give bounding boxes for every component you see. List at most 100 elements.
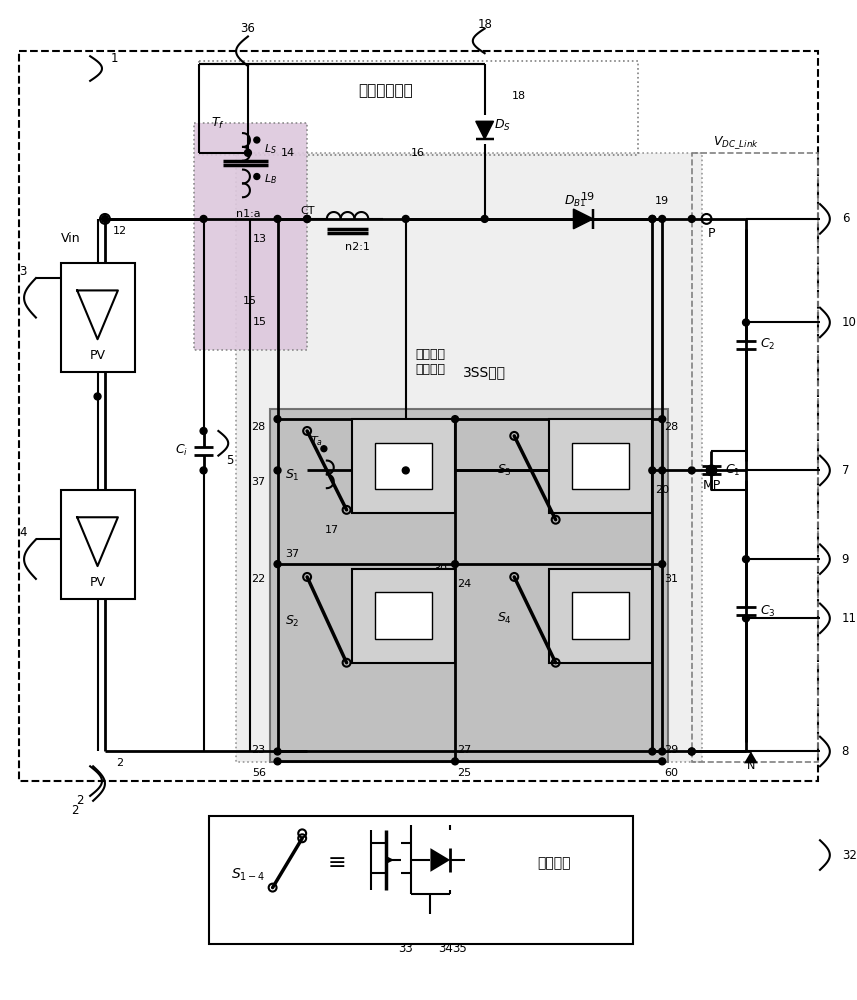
Text: $S_4$: $S_4$	[497, 611, 512, 626]
Text: RCD: RCD	[589, 438, 612, 448]
Bar	[199, 61, 638, 155]
Text: $D_{B2}$: $D_{B2}$	[564, 483, 586, 498]
Circle shape	[742, 615, 750, 622]
Circle shape	[274, 215, 281, 222]
Text: 19: 19	[655, 196, 669, 206]
Text: 8: 8	[842, 745, 849, 758]
Text: P: P	[708, 227, 716, 240]
Text: 27: 27	[457, 745, 471, 755]
Text: 12: 12	[112, 226, 127, 236]
Text: $S_2$: $S_2$	[285, 614, 300, 629]
Circle shape	[481, 215, 488, 222]
Text: 2: 2	[72, 804, 79, 817]
Text: 32: 32	[842, 849, 856, 862]
Polygon shape	[573, 209, 593, 229]
Circle shape	[402, 215, 409, 222]
Text: 24: 24	[457, 579, 471, 589]
Bar	[375, 443, 432, 489]
Text: 59: 59	[549, 571, 564, 581]
Text: 25: 25	[457, 768, 471, 778]
Text: 2: 2	[117, 758, 123, 768]
Text: 18: 18	[477, 18, 492, 31]
Text: 17: 17	[325, 525, 339, 535]
Bar	[194, 123, 307, 350]
Text: 19: 19	[581, 192, 596, 202]
Circle shape	[244, 149, 251, 156]
Text: 10: 10	[842, 316, 856, 329]
Text: n1:a: n1:a	[236, 209, 261, 219]
Circle shape	[452, 561, 458, 568]
Text: 15: 15	[243, 296, 257, 306]
Text: $S_3$: $S_3$	[497, 463, 512, 478]
Text: CT: CT	[300, 206, 315, 216]
Polygon shape	[573, 461, 593, 480]
Text: 无损吸收电路: 无损吸收电路	[358, 83, 413, 98]
Text: 29: 29	[664, 745, 679, 755]
Text: $S_1$: $S_1$	[285, 468, 300, 483]
Text: 9: 9	[842, 553, 849, 566]
Polygon shape	[476, 121, 494, 139]
Bar	[692, 153, 818, 762]
Circle shape	[274, 561, 281, 568]
Text: MP: MP	[703, 479, 721, 492]
Circle shape	[274, 467, 281, 474]
Text: 4: 4	[20, 526, 27, 539]
Circle shape	[201, 428, 207, 434]
Text: 18: 18	[512, 91, 526, 101]
Text: $L_S$: $L_S$	[264, 142, 277, 156]
Text: 16: 16	[411, 148, 424, 158]
Text: PV: PV	[89, 576, 105, 589]
Text: 22: 22	[251, 574, 266, 584]
Circle shape	[452, 758, 458, 765]
Bar	[270, 409, 668, 762]
Circle shape	[303, 215, 310, 222]
Text: RCD: RCD	[392, 587, 415, 597]
Circle shape	[201, 467, 207, 474]
Bar	[351, 419, 455, 513]
Text: $L_B$: $L_B$	[264, 173, 277, 186]
Bar	[375, 592, 432, 639]
Text: 20: 20	[655, 485, 669, 495]
Circle shape	[688, 748, 695, 755]
Bar	[572, 443, 629, 489]
Circle shape	[659, 748, 666, 755]
Circle shape	[659, 416, 666, 423]
Text: $C_i$: $C_i$	[176, 443, 189, 458]
Text: Vin: Vin	[61, 232, 81, 245]
Text: $D_S$: $D_S$	[494, 118, 511, 133]
Text: $T_f$: $T_f$	[212, 116, 225, 131]
Circle shape	[649, 215, 656, 222]
Circle shape	[659, 758, 666, 765]
Circle shape	[659, 467, 666, 474]
Text: 37: 37	[285, 549, 299, 559]
Text: 20: 20	[594, 487, 608, 497]
Circle shape	[274, 748, 281, 755]
Circle shape	[402, 467, 409, 474]
Text: 1: 1	[111, 52, 118, 65]
Circle shape	[94, 393, 101, 400]
Text: 34: 34	[438, 942, 452, 955]
Circle shape	[274, 758, 281, 765]
Text: RCD: RCD	[392, 438, 415, 448]
Text: 28: 28	[664, 422, 679, 432]
Circle shape	[659, 215, 666, 222]
Circle shape	[708, 467, 715, 474]
Circle shape	[101, 215, 108, 222]
Text: 6: 6	[842, 212, 849, 225]
Text: 低压设备: 低压设备	[537, 856, 571, 870]
Polygon shape	[430, 848, 450, 872]
Text: 23: 23	[252, 745, 266, 755]
Bar	[351, 569, 455, 663]
Bar	[61, 490, 135, 599]
Text: $C_1$: $C_1$	[726, 463, 741, 478]
Text: 15: 15	[253, 317, 267, 327]
Text: 2: 2	[76, 794, 84, 807]
Circle shape	[649, 467, 656, 474]
Text: $C_2$: $C_2$	[760, 337, 776, 352]
Text: $S_{1-4}$: $S_{1-4}$	[231, 867, 265, 883]
Circle shape	[649, 215, 656, 222]
Circle shape	[688, 215, 695, 222]
Bar	[548, 569, 652, 663]
Circle shape	[452, 416, 458, 423]
Text: $C_3$: $C_3$	[760, 603, 776, 619]
